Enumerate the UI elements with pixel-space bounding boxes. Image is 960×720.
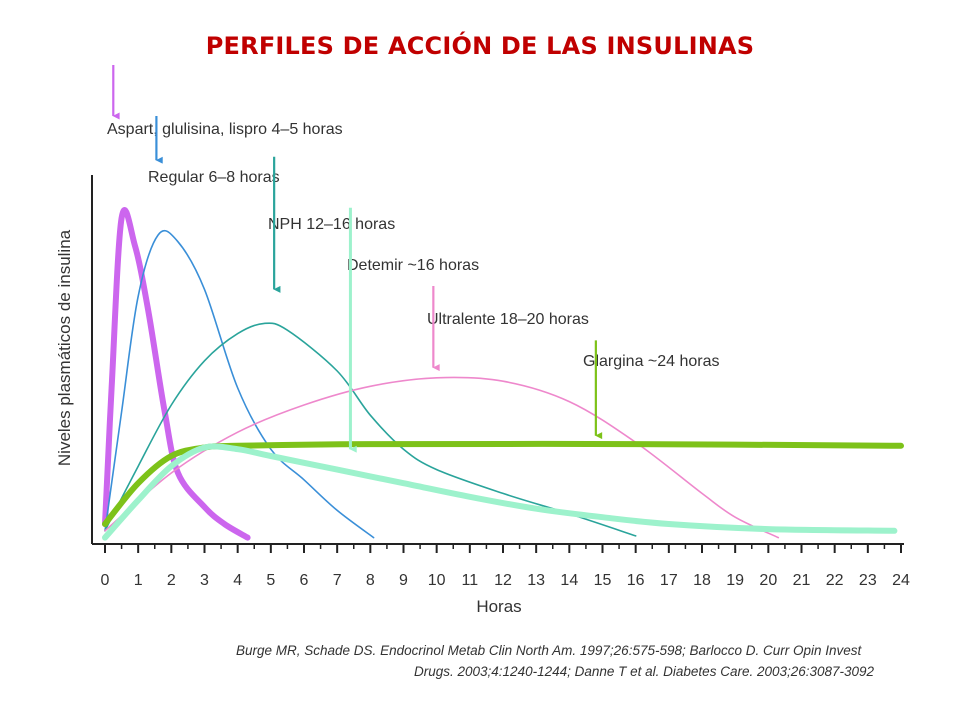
x-tick-label: 5 (266, 572, 275, 589)
chart-axes: 0 1 2 3 4 5 6 7 8 9 10 11 12 13 14 15 16 17 18 19 20 21 22 23 24… (55, 175, 910, 616)
x-tick-label: 11 (462, 572, 479, 589)
annotation-label: Regular 6–8 horas (148, 169, 280, 186)
reference-line-1: Burge MR, Schade DS. Endocrinol Metab Cl… (236, 643, 862, 658)
x-tick-label: 17 (660, 572, 678, 589)
annotation-label: Aspart, glulisina, lispro 4–5 horas (107, 121, 343, 138)
x-tick-label: 21 (793, 572, 811, 589)
x-tick-label: 7 (333, 572, 342, 589)
reference-citation: Burge MR, Schade DS. Endocrinol Metab Cl… (236, 640, 926, 682)
y-axis-label: Niveles plasmáticos de insulina (55, 229, 74, 466)
x-tick-label: 2 (167, 572, 176, 589)
x-tick-label: 15 (594, 572, 612, 589)
x-tick-label: 16 (627, 572, 645, 589)
series-line-nph (104, 322, 637, 537)
x-tick-label: 14 (560, 572, 578, 589)
x-tick-label: 13 (527, 572, 545, 589)
slide-title: PERFILES DE ACCIÓN DE LAS INSULINAS (205, 32, 755, 60)
x-tick-label: 24 (892, 572, 910, 589)
x-tick-label: 20 (759, 572, 777, 589)
chart-annotations: Aspart, glulisina, lispro 4–5 horas Regul… (107, 65, 720, 453)
annotation-label: NPH 12–16 horas (268, 216, 395, 233)
reference-line-2: Drugs. 2003;4:1240-1244; Danne T et al. … (414, 664, 875, 679)
x-tick-label: 1 (134, 572, 143, 589)
x-axis-label: Horas (476, 597, 521, 616)
series-line-ultralente (104, 376, 780, 539)
series-line-detemir (102, 443, 898, 541)
x-tick-label: 22 (826, 572, 844, 589)
annotation-label: Glargina ~24 horas (583, 353, 720, 370)
x-tick-label: 4 (233, 572, 242, 589)
x-tick-label: 8 (366, 572, 375, 589)
annotation-label: Detemir ~16 horas (347, 257, 479, 274)
x-tick-label: 23 (859, 572, 877, 589)
x-tick-label: 19 (726, 572, 744, 589)
x-tick-label: 9 (399, 572, 408, 589)
chart-curves (102, 207, 904, 541)
x-tick-label: 3 (200, 572, 209, 589)
x-tick-label: 12 (494, 572, 512, 589)
annotation-label: Ultralente 18–20 horas (427, 311, 589, 328)
series-line-aspart (102, 207, 251, 541)
x-tick-label: 18 (693, 572, 711, 589)
x-tick-label: 6 (300, 572, 309, 589)
series-line-regular (104, 229, 375, 539)
x-tick-label: 0 (101, 572, 110, 589)
x-tick-label: 10 (428, 572, 446, 589)
series-line-glargina (102, 440, 904, 527)
